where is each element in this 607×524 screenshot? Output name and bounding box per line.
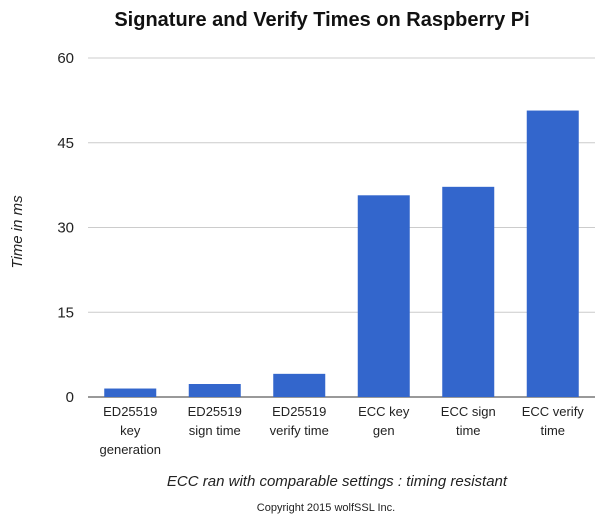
y-axis-label: Time in ms (9, 195, 26, 269)
y-tick-label: 0 (66, 389, 74, 406)
bar (442, 186, 495, 397)
y-axis-ticks: 0 15 30 45 60 (57, 50, 74, 406)
bar (273, 373, 326, 397)
y-tick-label: 45 (57, 135, 74, 152)
y-tick-label: 30 (57, 220, 74, 237)
bar (188, 384, 241, 397)
bar (357, 195, 410, 397)
bar (526, 110, 579, 398)
bar (104, 388, 157, 397)
copyright-text: Copyright 2015 wolfSSL Inc. (257, 502, 395, 514)
x-axis-categories: ED25519 key generation ED25519 sign time ED25… (100, 404, 585, 457)
y-tick-label: 15 (57, 304, 74, 321)
chart-title: Signature and Verify Times on Raspberry … (114, 9, 529, 31)
x-tick-label: ECC verify time (522, 404, 585, 438)
y-tick-label: 60 (57, 50, 74, 67)
x-tick-label: ED25519 verify time (270, 404, 329, 438)
bars (104, 110, 579, 398)
x-tick-label: ED25519 key generation (100, 404, 161, 457)
x-axis-label: ECC ran with comparable settings : timin… (167, 473, 508, 490)
x-tick-label: ED25519 sign time (188, 404, 242, 438)
x-tick-label: ECC sign time (441, 404, 496, 438)
x-tick-label: ECC key gen (358, 404, 410, 438)
gridlines (88, 57, 595, 398)
